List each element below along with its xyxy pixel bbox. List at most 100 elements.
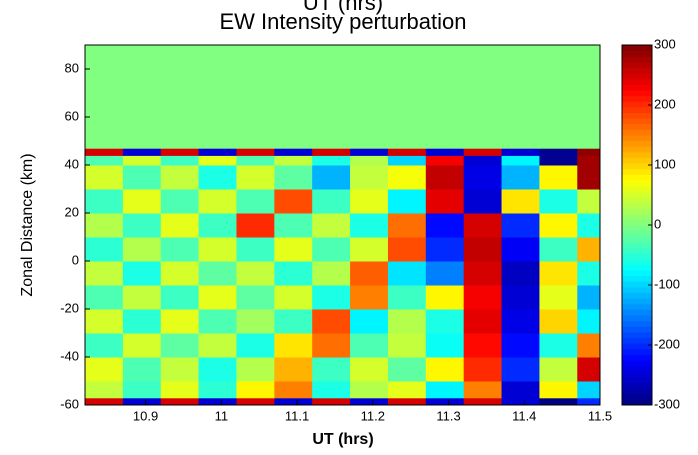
heatmap-cell <box>312 397 351 406</box>
heatmap-cell <box>350 285 389 310</box>
heatmap-cell <box>425 357 465 382</box>
colorbar-segment <box>622 73 652 80</box>
heatmap-cell <box>274 261 313 286</box>
heatmap-cell <box>122 45 162 149</box>
colorbar-segment <box>622 241 652 248</box>
heatmap-cell <box>160 309 200 334</box>
heatmap-cell <box>160 237 200 262</box>
heatmap-cell <box>198 285 237 310</box>
heatmap-cell <box>425 45 465 149</box>
heatmap-cell <box>236 261 275 286</box>
heatmap-cell <box>236 381 275 399</box>
heatmap-cell <box>425 148 465 156</box>
colorbar-segment <box>622 123 652 130</box>
heatmap-cell <box>236 397 275 406</box>
colorbar-segment <box>622 298 652 305</box>
heatmap-cell <box>577 285 601 310</box>
colorbar-segment <box>622 286 652 293</box>
heatmap-cell <box>198 165 237 190</box>
y-axis-label: Zonal Distance (km) <box>19 153 36 296</box>
heatmap-cell <box>85 381 124 399</box>
heatmap-cell <box>274 237 313 262</box>
colorbar-segment <box>622 393 652 400</box>
colorbar-segment <box>622 208 652 215</box>
heatmap-cell <box>577 148 601 156</box>
heatmap-cell <box>577 155 601 166</box>
heatmap-cell <box>312 285 351 310</box>
heatmap-cell <box>160 285 200 310</box>
heatmap-cell <box>577 357 601 382</box>
colorbar-segment <box>622 376 652 383</box>
heatmap-cell <box>577 45 601 149</box>
heatmap-cell <box>387 333 427 358</box>
heatmap-cell <box>577 397 601 406</box>
heatmap-cell <box>236 357 275 382</box>
heatmap-cell <box>236 165 275 190</box>
heatmap-cell <box>122 397 162 406</box>
heatmap-cell <box>85 213 124 238</box>
colorbar-tick-label: 200 <box>654 96 676 111</box>
colorbar-segment <box>622 191 652 198</box>
colorbar-segment <box>622 219 652 226</box>
heatmap-cell <box>122 285 162 310</box>
x-tick-label: 11.1 <box>285 408 309 423</box>
x-tick-label: 11 <box>215 408 229 423</box>
heatmap-cell <box>274 309 313 334</box>
y-tick-label: 20 <box>65 204 79 219</box>
y-tick-label: 0 <box>72 252 79 267</box>
x-axis-label: UT (hrs) <box>312 431 373 448</box>
heatmap-cell <box>539 397 578 406</box>
heatmap-cell <box>463 155 503 166</box>
heatmap-cell <box>312 261 351 286</box>
colorbar-segment <box>622 348 652 355</box>
heatmap-cell <box>160 45 200 149</box>
colorbar-segment <box>622 106 652 113</box>
heatmap-cell <box>539 189 578 214</box>
heatmap-cell <box>198 45 237 149</box>
heatmap-cell <box>122 333 162 358</box>
colorbar-segment <box>622 196 652 203</box>
heatmap-cell <box>577 165 601 190</box>
heatmap-cell <box>501 309 540 334</box>
colorbar-segment <box>622 118 652 125</box>
colorbar-tick-label: 100 <box>654 156 676 171</box>
heatmap-cell <box>463 285 503 310</box>
heatmap-cell <box>236 45 275 149</box>
heatmap-cell <box>312 148 351 156</box>
colorbar-segment <box>622 84 652 91</box>
heatmap-cell <box>425 397 465 406</box>
heatmap-cell <box>274 333 313 358</box>
heatmap-cell <box>312 45 351 149</box>
heatmap-cell <box>463 381 503 399</box>
colorbar-segment <box>622 78 652 85</box>
heatmap-cell <box>577 381 601 399</box>
heatmap-cell <box>236 148 275 156</box>
colorbar-segment <box>622 163 652 170</box>
colorbar-segment <box>622 135 652 142</box>
heatmap-cell <box>312 309 351 334</box>
heatmap-cell <box>236 237 275 262</box>
colorbar-segment <box>622 399 652 406</box>
heatmap-cell <box>539 261 578 286</box>
x-tick-label: 11.2 <box>361 408 385 423</box>
heatmap-cell <box>236 213 275 238</box>
y-tick-label: -40 <box>60 348 79 363</box>
colorbar-segment <box>622 213 652 220</box>
colorbar-segment <box>622 258 652 265</box>
heatmap-cell <box>160 165 200 190</box>
y-tick-label: 40 <box>65 156 79 171</box>
colorbar-segment <box>622 360 652 367</box>
colorbar-segment <box>622 202 652 209</box>
heatmap-cell <box>274 148 313 156</box>
heatmap-cell <box>312 165 351 190</box>
heatmap-cell <box>198 189 237 214</box>
heatmap-cell <box>122 309 162 334</box>
heatmap-cell <box>85 261 124 286</box>
x-tick-label: 10.9 <box>133 408 158 423</box>
colorbar-segment <box>622 180 652 187</box>
colorbar-segment <box>622 247 652 254</box>
colorbar-segment <box>622 292 652 299</box>
heatmap-cell <box>387 189 427 214</box>
heatmap-cell <box>160 155 200 166</box>
heatmap-cell <box>501 333 540 358</box>
